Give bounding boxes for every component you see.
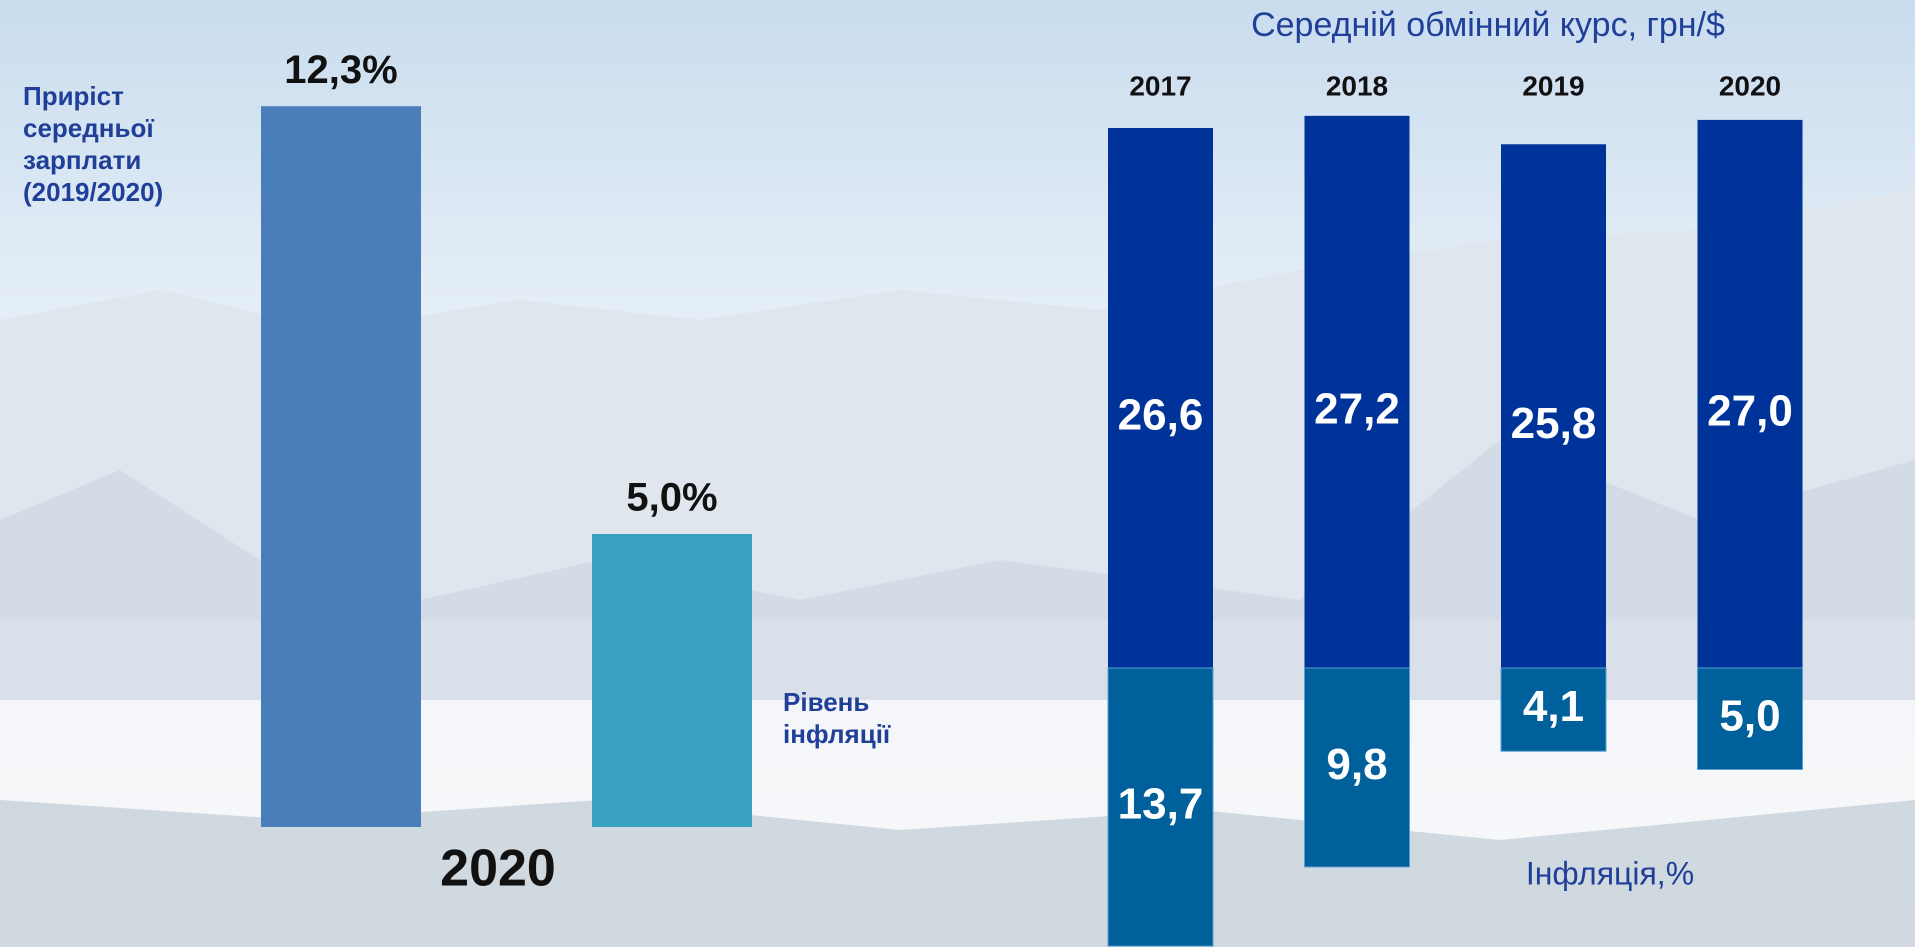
- category-label: Приріст середньої зарплати (2019/2020): [23, 81, 164, 207]
- bar: [1501, 144, 1606, 668]
- value-label: 4,1: [1523, 682, 1584, 731]
- hills: [0, 800, 1915, 947]
- bar: [1697, 667, 1803, 770]
- value-label: 5,0%: [626, 476, 717, 520]
- series-title: Середній обмінний курс, грн/$: [1251, 6, 1725, 44]
- x-tick-label: 2020: [1719, 70, 1781, 101]
- x-tick-label: 2017: [1129, 70, 1191, 101]
- value-label: 26,6: [1118, 391, 1204, 440]
- value-label: 5,0: [1719, 691, 1780, 740]
- value-label: 9,8: [1326, 740, 1387, 789]
- bar: [1108, 128, 1213, 668]
- bar: [1304, 115, 1410, 669]
- bar: [261, 106, 421, 828]
- bar: [592, 534, 752, 827]
- value-label: 13,7: [1118, 780, 1204, 829]
- bar: [1107, 667, 1214, 947]
- bar: [1500, 667, 1607, 752]
- value-label: 27,0: [1707, 387, 1793, 436]
- value-label: 27,2: [1314, 385, 1400, 434]
- series-title: Інфляція,%: [1526, 855, 1694, 891]
- value-label: 12,3%: [284, 48, 397, 92]
- value-label: 25,8: [1511, 399, 1597, 448]
- bar: [1304, 667, 1410, 868]
- x-axis-label: 2020: [440, 840, 556, 898]
- x-tick-label: 2019: [1522, 70, 1584, 101]
- mountains: [0, 440, 1915, 700]
- category-label: Рівень інфляції: [783, 687, 891, 749]
- x-tick-label: 2018: [1326, 70, 1388, 101]
- bar: [1697, 119, 1803, 668]
